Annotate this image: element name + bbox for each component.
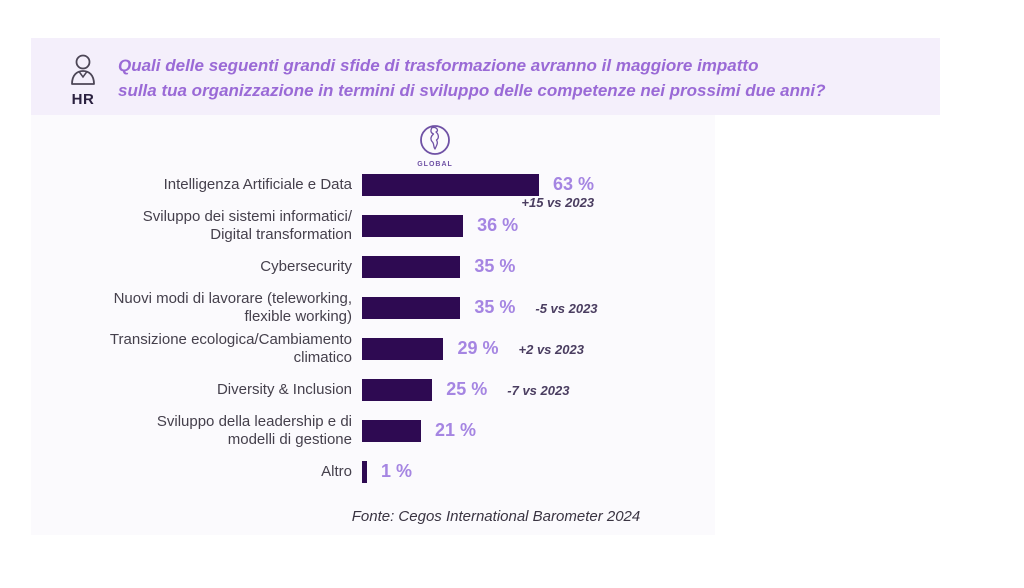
question-banner: HR Quali delle seguenti grandi sfide di … [31,38,940,115]
bar [362,460,367,483]
question-text: Quali delle seguenti grandi sfide di tra… [118,53,920,103]
delta-label: +2 vs 2023 [518,342,584,357]
global-block: GLOBAL [400,123,470,168]
chart-row-new-ways-of-working: Nuovi modi di lavorare (teleworking, fle… [31,287,715,328]
chart-row-cybersecurity: Cybersecurity 35 % [31,246,715,287]
bar [362,214,464,237]
value-label: 25 % [446,379,488,399]
bar [362,337,444,360]
chart-row-leadership: Sviluppo della leadership e di modelli d… [31,410,715,451]
question-line-1: Quali delle seguenti grandi sfide di tra… [118,56,759,75]
globe-icon [418,125,452,161]
category-label: Transizione ecologica/Cambiamento climat… [109,330,352,366]
chart-row-diversity-inclusion: Diversity & Inclusion 25 % -7 vs 2023 [31,369,715,410]
delta-label: -7 vs 2023 [507,383,570,398]
value-label: 29 % [457,338,499,358]
source-caption: Fonte: Cegos International Barometer 202… [351,508,641,525]
delta-label: -5 vs 2023 [535,301,598,316]
category-label: Nuovi modi di lavorare (teleworking, fle… [113,289,352,325]
value-label: 21 % [435,420,477,440]
hr-label: HR [71,91,95,108]
global-label: GLOBAL [417,161,453,168]
category-label: Intelligenza Artificiale e Data [163,175,352,193]
chart-row-ecological-transition: Transizione ecologica/Cambiamento climat… [31,328,715,369]
question-line-2: sulla tua organizzazione in termini di s… [118,81,826,100]
category-label: Sviluppo dei sistemi informatici/ Digita… [142,207,352,243]
value-label: 63 % [553,174,595,194]
hr-block: HR [61,54,105,108]
bar [362,378,433,401]
value-label: 35 % [474,256,516,276]
category-label: Sviluppo della leadership e di modelli d… [156,412,352,448]
bar [362,173,540,196]
bar-chart: Intelligenza Artificiale e Data 63 % +15… [31,164,715,492]
bar [362,296,461,319]
bar [362,255,461,278]
category-label: Altro [321,462,352,480]
value-label: 35 % [474,297,516,317]
chart-row-ai-data: Intelligenza Artificiale e Data 63 % +15… [31,164,715,210]
chart-row-digital: Sviluppo dei sistemi informatici/ Digita… [31,205,715,246]
hr-person-icon [68,54,98,92]
value-label: 36 % [477,215,519,235]
category-label: Cybersecurity [260,257,352,275]
chart-panel: GLOBAL Intelligenza Artificiale e Data 6… [31,115,715,535]
chart-row-altro: Altro 1 % [31,451,715,492]
delta-label: +15 vs 2023 [521,195,595,210]
category-label: Diversity & Inclusion [216,380,352,398]
bar [362,419,421,442]
value-label: 1 % [381,461,413,481]
